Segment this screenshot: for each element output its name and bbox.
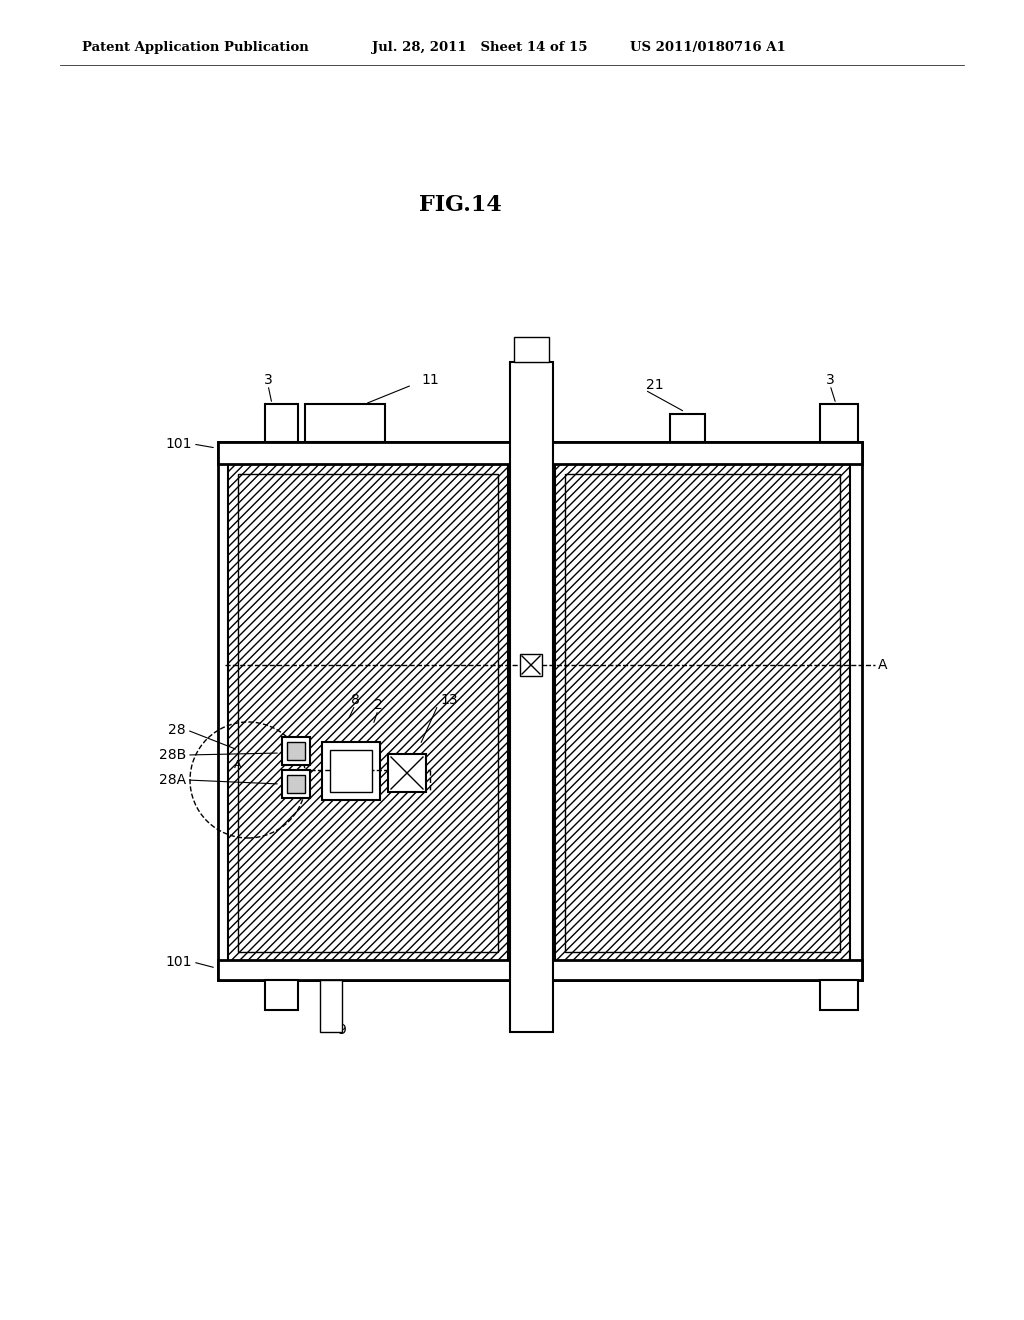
Bar (514, 337, 549, 362)
Bar (330, 750, 372, 792)
Bar (265, 404, 298, 442)
Text: FIG.14: FIG.14 (419, 194, 502, 216)
Bar (218, 442, 862, 465)
Bar (218, 442, 862, 979)
Text: 28A: 28A (159, 774, 186, 787)
Bar (820, 979, 858, 1010)
Bar (265, 979, 298, 1010)
Bar (510, 362, 553, 1032)
Bar (282, 770, 310, 799)
Bar (287, 775, 305, 793)
Text: 3: 3 (263, 374, 272, 387)
Text: 101: 101 (166, 954, 193, 969)
Bar (820, 404, 858, 442)
Text: 2: 2 (374, 698, 382, 711)
Text: 3: 3 (825, 374, 835, 387)
Text: US 2011/0180716 A1: US 2011/0180716 A1 (630, 41, 785, 54)
Bar (228, 465, 508, 962)
Text: 9: 9 (338, 1023, 346, 1038)
Text: Jul. 28, 2011   Sheet 14 of 15: Jul. 28, 2011 Sheet 14 of 15 (372, 41, 588, 54)
Bar (282, 737, 310, 766)
Bar (322, 742, 380, 800)
Text: 28B: 28B (159, 748, 186, 762)
Text: A: A (878, 657, 888, 672)
Bar (218, 960, 862, 979)
Bar (670, 414, 705, 442)
Bar (520, 653, 542, 676)
Bar (287, 742, 305, 760)
Bar (238, 474, 498, 952)
Text: 21: 21 (646, 378, 664, 392)
Text: 13: 13 (440, 693, 458, 708)
Bar (565, 474, 840, 952)
Bar (555, 465, 850, 962)
Text: 28: 28 (168, 723, 186, 737)
Bar (305, 404, 385, 442)
Text: 11: 11 (421, 374, 439, 387)
Text: Patent Application Publication: Patent Application Publication (82, 41, 309, 54)
Bar (388, 754, 426, 792)
Text: 101: 101 (166, 437, 193, 451)
Bar (319, 979, 342, 1032)
Text: 8: 8 (350, 693, 359, 708)
Text: A: A (234, 760, 242, 770)
Text: 25: 25 (524, 360, 542, 375)
